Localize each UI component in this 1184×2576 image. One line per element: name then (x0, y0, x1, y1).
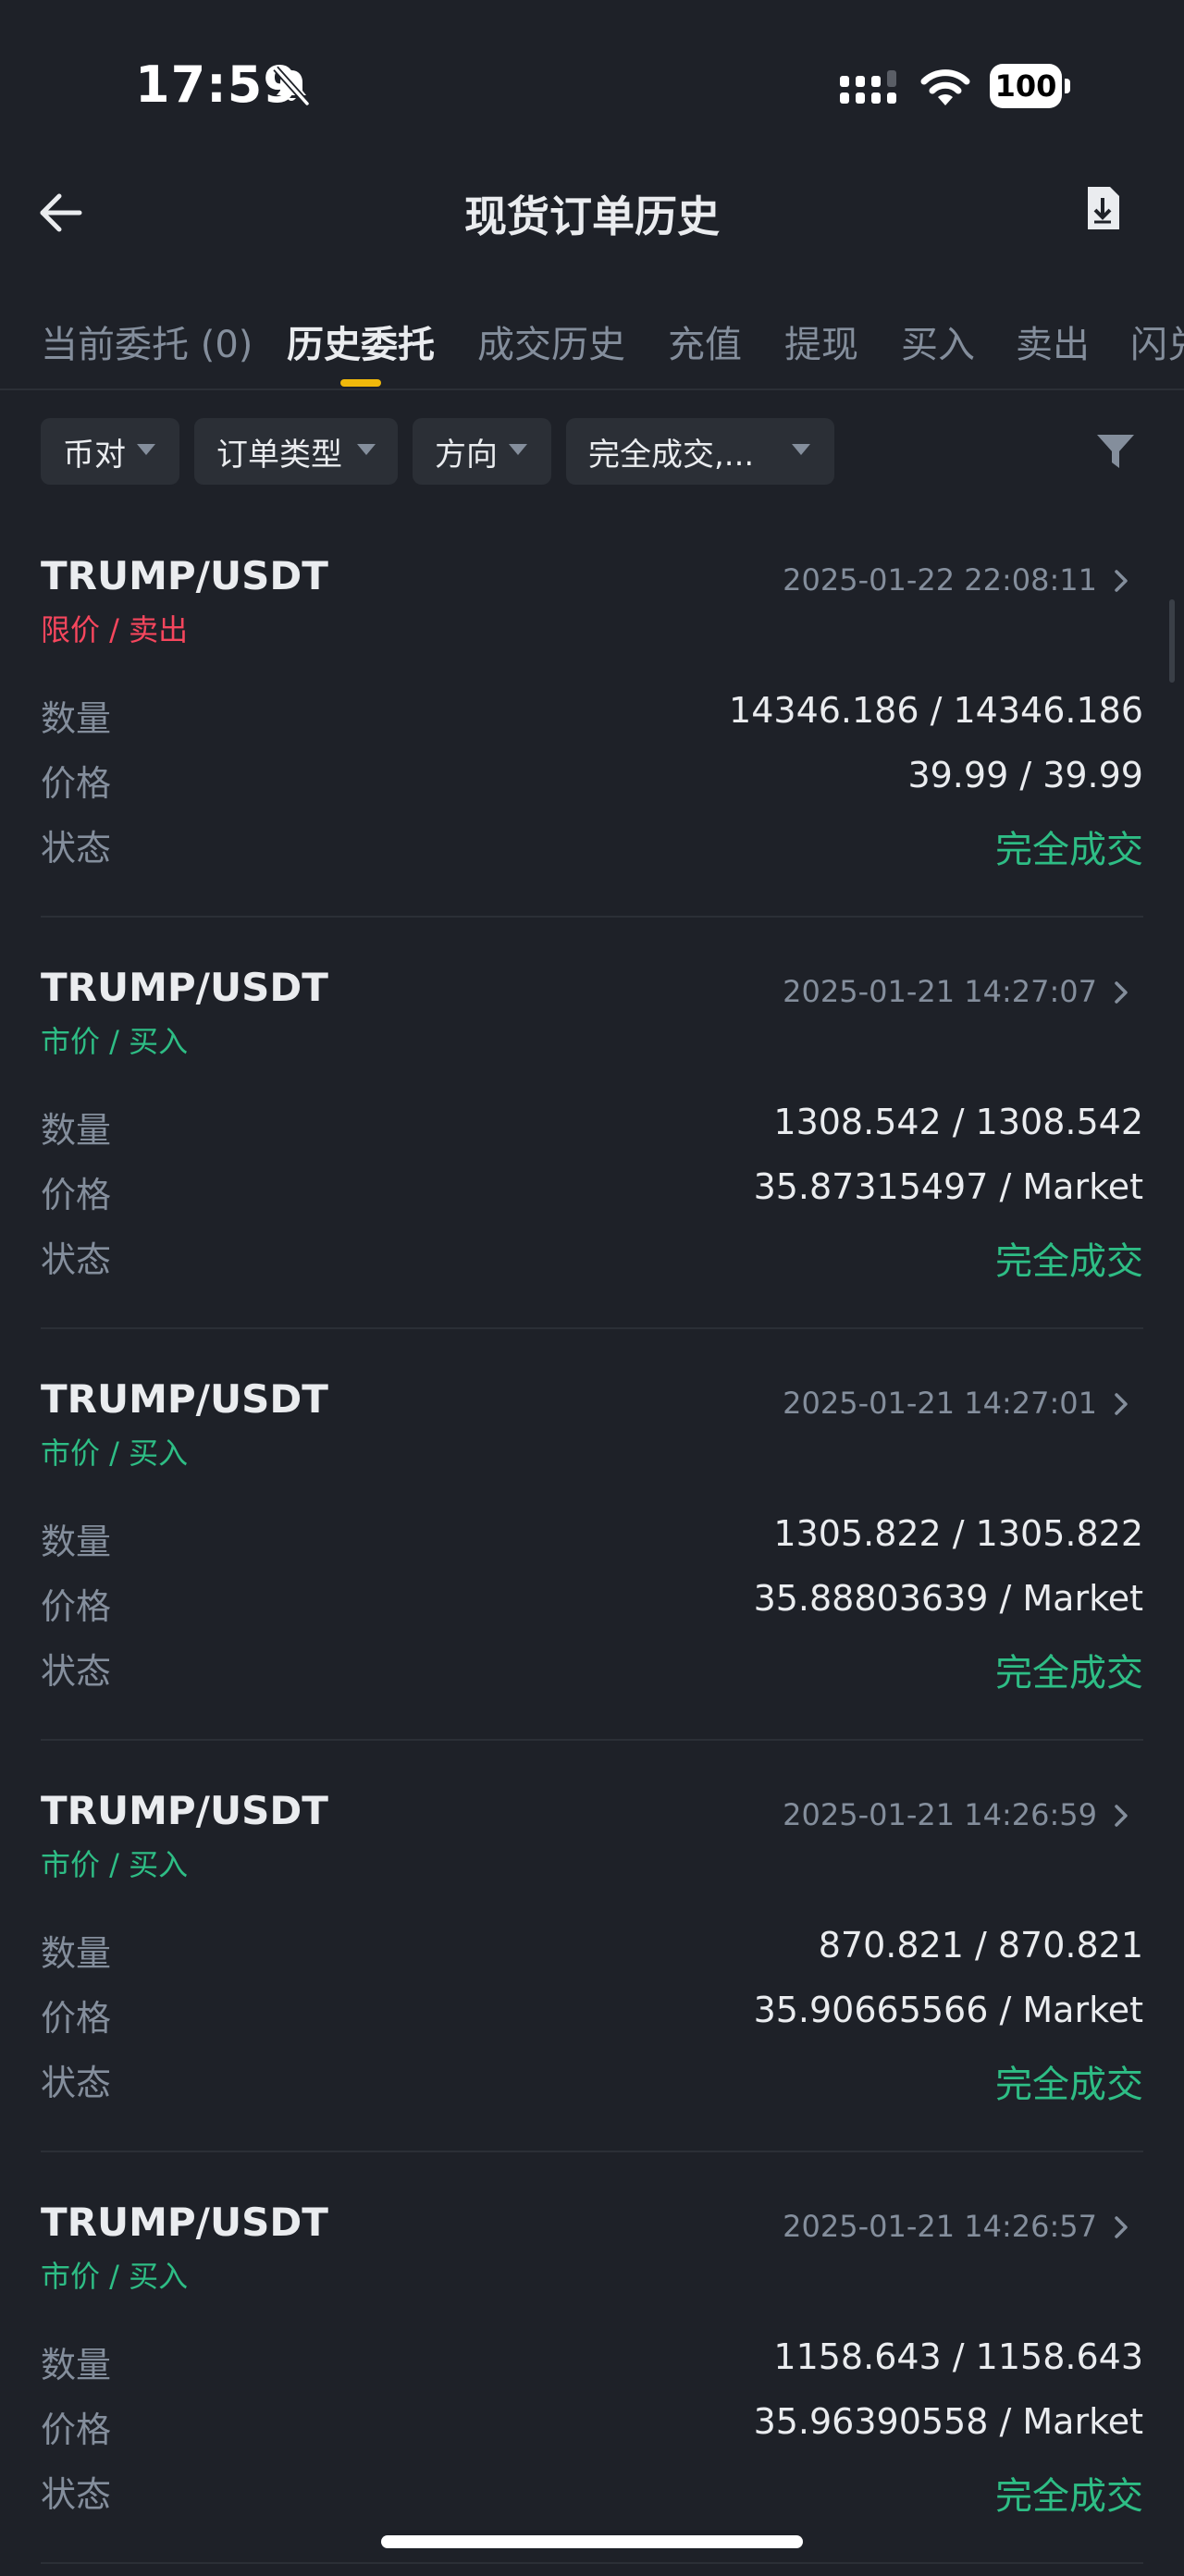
caret-down-icon (137, 444, 155, 455)
order-type-side: 市价 / 买入 (41, 1847, 189, 1882)
tab-sell[interactable]: 卖出 (1016, 324, 1090, 366)
quantity-value: 1158.643 / 1158.643 (773, 2336, 1143, 2377)
page-title: 现货订单历史 (464, 191, 720, 241)
order-pair: TRUMP/USDT (41, 1788, 328, 1833)
status-value: 完全成交 (995, 2475, 1143, 2518)
chevron-right-icon (1115, 570, 1128, 592)
active-tab-indicator (340, 379, 381, 387)
quantity-value: 870.821 / 870.821 (818, 1925, 1143, 1966)
scrollbar[interactable] (1169, 599, 1175, 683)
status-label: 状态 (41, 1651, 112, 1692)
chevron-right-icon (1115, 2216, 1128, 2238)
quantity-value: 14346.186 / 14346.186 (729, 690, 1143, 731)
tab-withdraw[interactable]: 提现 (784, 324, 858, 366)
quantity-value: 1305.822 / 1305.822 (773, 1513, 1143, 1554)
status-label: 状态 (41, 1239, 112, 1280)
chevron-right-icon (1115, 1393, 1128, 1415)
order-type-side: 市价 / 买入 (41, 1436, 189, 1471)
status-value: 完全成交 (995, 829, 1143, 871)
order-pair: TRUMP/USDT (41, 2200, 328, 2245)
battery-cap (1065, 79, 1070, 93)
chevron-right-icon (1115, 1805, 1128, 1827)
filter-funnel-icon[interactable] (1095, 431, 1136, 472)
tab-buy[interactable]: 买入 (901, 324, 975, 366)
status-value: 完全成交 (995, 2064, 1143, 2106)
filter-status-label: 完全成交,... (588, 436, 755, 474)
order-card[interactable]: TRUMP/USDT 市价 / 买入 2025-01-21 14:27:01 数… (0, 1341, 1184, 1753)
quantity-label: 数量 (41, 1933, 112, 1974)
back-arrow-icon[interactable] (35, 187, 87, 239)
caret-down-icon (792, 444, 810, 455)
price-label: 价格 (41, 1998, 112, 2039)
status-label: 状态 (41, 2063, 112, 2103)
divider (41, 2151, 1143, 2152)
status-bar: 17:59 100 (0, 0, 1184, 176)
status-label: 状态 (41, 828, 112, 869)
filter-direction-dropdown[interactable]: 方向 (413, 418, 551, 485)
battery-icon: 100 (990, 64, 1070, 108)
cellular-signal-icon (840, 70, 896, 104)
quantity-label: 数量 (41, 1522, 112, 1562)
tab-deposit[interactable]: 充值 (668, 324, 742, 366)
order-pair: TRUMP/USDT (41, 1376, 328, 1422)
order-time: 2025-01-21 14:26:59 (783, 1797, 1097, 1832)
order-card[interactable]: TRUMP/USDT 限价 / 卖出 2025-01-22 22:08:11 数… (0, 518, 1184, 930)
price-value: 35.88803639 / Market (753, 1578, 1143, 1619)
divider (41, 2562, 1143, 2564)
header: 现货订单历史 (0, 176, 1184, 250)
export-download-icon[interactable] (1084, 185, 1121, 231)
home-indicator[interactable] (381, 2535, 803, 2548)
order-card[interactable]: TRUMP/USDT 市价 / 买入 2025-01-21 14:27:07 数… (0, 930, 1184, 1341)
tab-trade-history[interactable]: 成交历史 (477, 324, 625, 366)
order-time: 2025-01-21 14:27:07 (783, 974, 1097, 1009)
price-label: 价格 (41, 2410, 112, 2450)
quantity-value: 1308.542 / 1308.542 (773, 1102, 1143, 1142)
order-card[interactable]: TRUMP/USDT 市价 / 买入 2025-01-21 14:26:57 数… (0, 2164, 1184, 2576)
order-pair: TRUMP/USDT (41, 965, 328, 1010)
status-value: 完全成交 (995, 1652, 1143, 1695)
price-label: 价格 (41, 1175, 112, 1215)
order-pair: TRUMP/USDT (41, 553, 328, 598)
price-value: 35.96390558 / Market (753, 2401, 1143, 2442)
caret-down-icon (357, 444, 376, 455)
filter-order-type-label: 订单类型 (216, 436, 342, 474)
divider (41, 1739, 1143, 1741)
status-value: 完全成交 (995, 1240, 1143, 1283)
order-card[interactable]: TRUMP/USDT 市价 / 买入 2025-01-21 14:26:59 数… (0, 1753, 1184, 2164)
order-type-side: 限价 / 卖出 (41, 612, 189, 647)
filter-bar: 币对 订单类型 方向 完全成交,... (0, 418, 1184, 485)
quantity-label: 数量 (41, 1110, 112, 1151)
filter-pair-label: 币对 (63, 436, 126, 474)
wifi-icon (920, 69, 970, 105)
chevron-right-icon (1115, 981, 1128, 1004)
order-type-side: 市价 / 买入 (41, 2259, 189, 2294)
order-time: 2025-01-22 22:08:11 (783, 562, 1097, 598)
quantity-label: 数量 (41, 2345, 112, 2385)
caret-down-icon (509, 444, 527, 455)
order-time: 2025-01-21 14:27:01 (783, 1386, 1097, 1421)
status-label: 状态 (41, 2474, 112, 2515)
price-label: 价格 (41, 763, 112, 804)
tab-order-history[interactable]: 历史委托 (287, 324, 435, 366)
bell-slash-icon (273, 66, 310, 106)
filter-order-type-dropdown[interactable]: 订单类型 (194, 418, 398, 485)
tab-open-orders[interactable]: 当前委托 (0) (41, 324, 253, 366)
order-type-side: 市价 / 买入 (41, 1024, 189, 1059)
price-label: 价格 (41, 1586, 112, 1627)
divider (41, 1327, 1143, 1329)
divider (41, 916, 1143, 918)
price-value: 39.99 / 39.99 (907, 755, 1143, 795)
tab-convert[interactable]: 闪兑 (1130, 324, 1184, 366)
tab-bar: 当前委托 (0) 历史委托 成交历史 充值 提现 买入 卖出 闪兑 (0, 296, 1184, 390)
status-time: 17:59 (135, 55, 299, 114)
filter-pair-dropdown[interactable]: 币对 (41, 418, 179, 485)
price-value: 35.90665566 / Market (753, 1990, 1143, 2030)
filter-status-dropdown[interactable]: 完全成交,... (566, 418, 834, 485)
battery-level: 100 (990, 64, 1062, 108)
price-value: 35.87315497 / Market (753, 1166, 1143, 1207)
order-time: 2025-01-21 14:26:57 (783, 2209, 1097, 2244)
quantity-label: 数量 (41, 698, 112, 739)
filter-direction-label: 方向 (435, 436, 498, 474)
